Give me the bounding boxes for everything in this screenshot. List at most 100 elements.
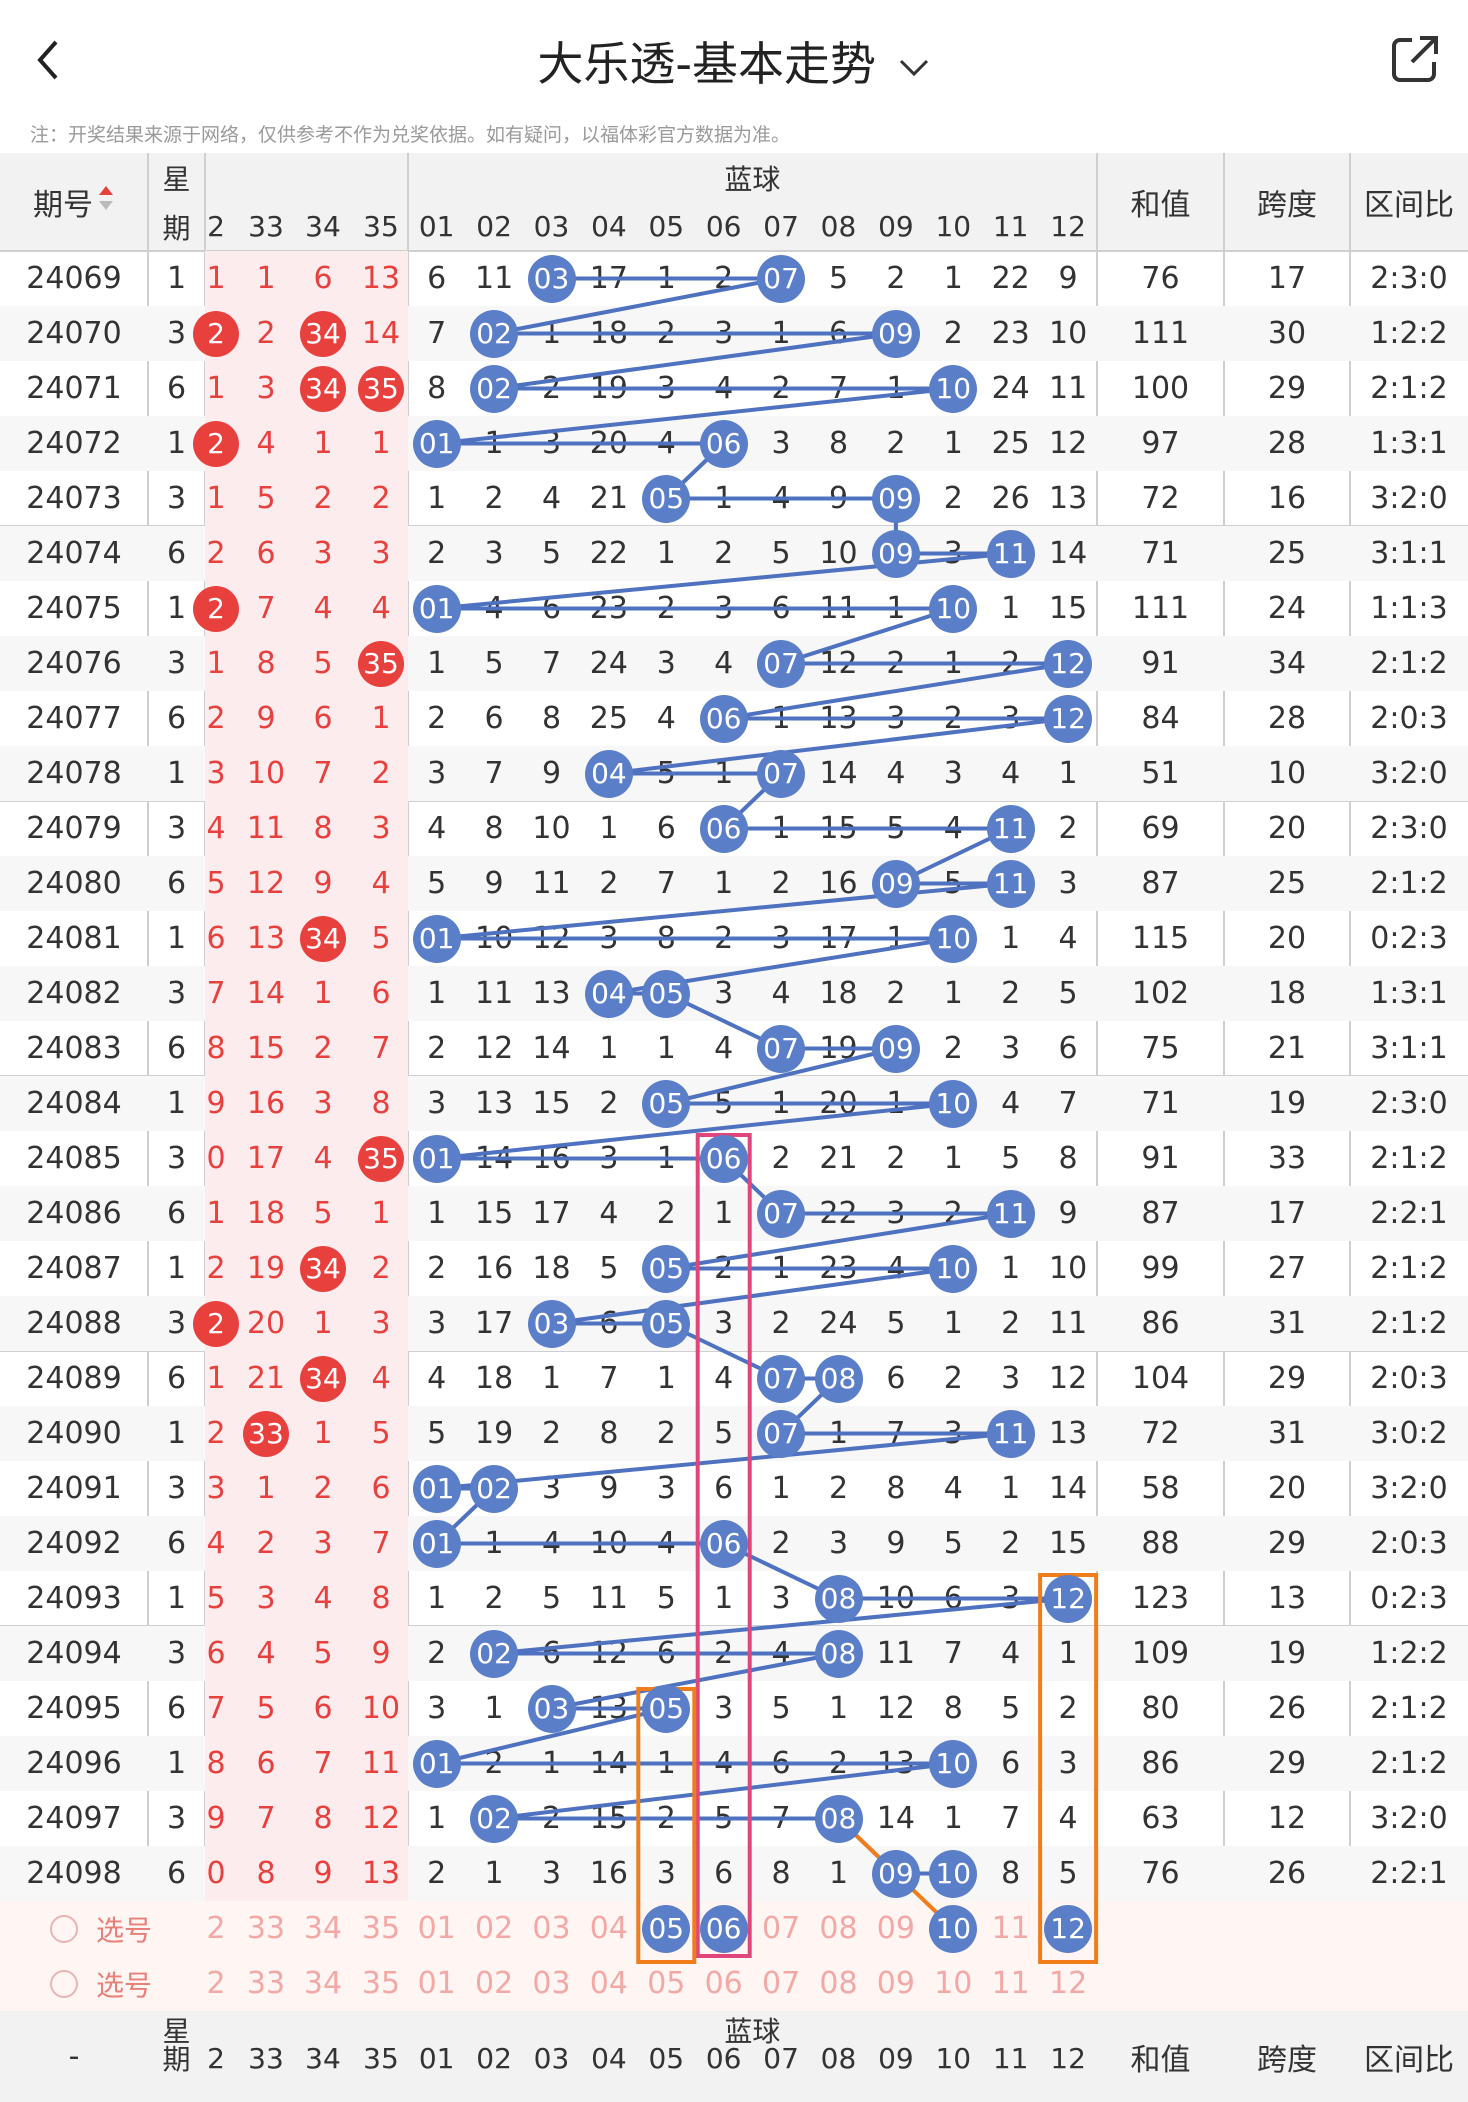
zone-ratio-cell: 2:2:1 xyxy=(1370,1856,1448,1891)
pick-blue-number[interactable]: 12 xyxy=(1049,1966,1088,2001)
pick-blue-number[interactable]: 10 xyxy=(934,1966,973,2001)
zone-ratio-cell: 2:0:3 xyxy=(1370,701,1448,736)
pick-front-number[interactable]: 33 xyxy=(246,1911,286,1946)
blue-miss-cell: 2 xyxy=(656,1196,676,1231)
back-button[interactable] xyxy=(28,28,72,92)
period-cell: 24086 xyxy=(26,1196,122,1231)
footer-week-top: 星 xyxy=(162,2014,191,2048)
period-cell: 24076 xyxy=(26,646,122,681)
sum-cell: 80 xyxy=(1141,1691,1180,1726)
pick-blue-number[interactable]: 11 xyxy=(991,1911,1030,1946)
blue-ball-hit: 05 xyxy=(642,969,691,1018)
pick-blue-number[interactable]: 01 xyxy=(417,1911,456,1946)
blue-miss-cell: 1 xyxy=(541,1746,562,1781)
zone-ratio-cell: 2:1:2 xyxy=(1370,1691,1448,1726)
span-cell: 12 xyxy=(1267,1801,1307,1836)
blue-col-header: 03 xyxy=(533,210,570,243)
span-cell: 17 xyxy=(1267,261,1307,296)
front-area-bg xyxy=(205,746,408,801)
blue-miss-cell: 4 xyxy=(714,646,734,681)
weekday-cell: 6 xyxy=(166,701,187,736)
blue-miss-cell: 3 xyxy=(427,756,447,791)
pick-blue-number[interactable]: 05 xyxy=(647,1966,686,2001)
blue-miss-cell: 2 xyxy=(886,976,906,1011)
pick-blue-number[interactable]: 06 xyxy=(704,1966,743,2001)
blue-miss-cell: 3 xyxy=(886,1196,906,1231)
pick-blue-number[interactable]: 07 xyxy=(762,1966,801,2001)
blue-miss-cell: 2 xyxy=(1001,1306,1021,1341)
front-miss-cell: 8 xyxy=(256,1856,276,1891)
blue-miss-cell: 1 xyxy=(484,1526,504,1561)
blue-miss-cell: 9 xyxy=(484,866,504,901)
page-title-dropdown[interactable]: 大乐透-基本走势 xyxy=(0,28,1468,94)
pick-blue-number[interactable]: 09 xyxy=(876,1911,915,1946)
pick-radio[interactable] xyxy=(50,1969,78,1998)
blue-miss-cell: 3 xyxy=(541,1471,562,1506)
blue-miss-cell: 1 xyxy=(656,1746,676,1781)
pick-front-number[interactable]: 34 xyxy=(303,1911,343,1946)
blue-miss-cell: 6 xyxy=(1001,1746,1021,1781)
pick-blue-number[interactable]: 09 xyxy=(876,1966,915,2001)
blue-miss-cell: 7 xyxy=(484,756,504,791)
blue-ball-hit: 03 xyxy=(527,1299,576,1348)
pick-radio[interactable] xyxy=(50,1914,78,1943)
blue-miss-cell: 6 xyxy=(656,811,676,846)
pick-blue-number[interactable]: 07 xyxy=(762,1911,801,1946)
weekday-cell: 6 xyxy=(166,1031,187,1066)
blue-miss-cell: 7 xyxy=(828,371,849,406)
sum-cell: 109 xyxy=(1131,1636,1190,1671)
blue-miss-cell: 5 xyxy=(771,536,791,571)
pick-blue-number[interactable]: 08 xyxy=(819,1966,858,2001)
sort-arrow-icon[interactable] xyxy=(97,183,115,221)
pick-blue-selected: 10 xyxy=(929,1904,978,1953)
span-cell: 13 xyxy=(1267,1581,1307,1616)
period-cell: 24073 xyxy=(26,481,122,516)
span-cell: 29 xyxy=(1267,1526,1307,1561)
pick-blue-number[interactable]: 03 xyxy=(532,1966,571,2001)
pick-blue-number[interactable]: 02 xyxy=(475,1966,514,2001)
blue-miss-cell: 6 xyxy=(1058,1031,1078,1066)
blue-ball-hit: 01 xyxy=(412,1134,461,1183)
period-cell: 24078 xyxy=(26,756,122,791)
pick-blue-number[interactable]: 11 xyxy=(991,1966,1030,2001)
weekday-cell: 6 xyxy=(166,536,187,571)
blue-miss-cell: 13 xyxy=(819,701,858,736)
pick-front-number[interactable]: 2 xyxy=(206,1911,226,1946)
pick-front-number[interactable]: 35 xyxy=(361,1966,401,2001)
pick-blue-selected: 05 xyxy=(642,1904,691,1953)
zone-ratio-cell: 2:1:2 xyxy=(1370,1746,1448,1781)
pick-front-number[interactable]: 35 xyxy=(361,1911,401,1946)
front-miss-cell: 6 xyxy=(206,921,226,956)
period-column-header[interactable]: 期号 xyxy=(0,153,148,251)
front-miss-cell: 5 xyxy=(371,1416,391,1451)
blue-miss-cell: 1 xyxy=(943,976,963,1011)
blue-ball-hit: 10 xyxy=(929,1244,978,1293)
weekday-cell: 3 xyxy=(166,316,187,351)
blue-miss-cell: 1 xyxy=(599,811,619,846)
weekday-cell: 6 xyxy=(166,1361,187,1396)
front-miss-cell: 7 xyxy=(206,1691,226,1726)
zone-ratio-cell: 1:1:3 xyxy=(1370,591,1448,626)
footer-blue-col: 05 xyxy=(648,2041,685,2075)
share-button[interactable] xyxy=(1386,28,1446,88)
pick-blue-number[interactable]: 04 xyxy=(589,1911,628,1946)
blue-ball-hit: 04 xyxy=(584,969,633,1018)
pick-front-number[interactable]: 34 xyxy=(303,1966,343,2001)
blue-ball-hit: 07 xyxy=(757,639,806,688)
pick-blue-number[interactable]: 08 xyxy=(819,1911,858,1946)
weekday-cell: 3 xyxy=(166,976,187,1011)
blue-miss-cell: 1 xyxy=(484,1691,504,1726)
pick-front-number[interactable]: 33 xyxy=(246,1966,286,2001)
weekday-cell: 3 xyxy=(166,646,187,681)
pick-blue-number[interactable]: 04 xyxy=(589,1966,628,2001)
blue-ball-hit: 06 xyxy=(699,694,748,743)
pick-blue-number[interactable]: 01 xyxy=(417,1966,456,2001)
pick-blue-number[interactable]: 03 xyxy=(532,1911,571,1946)
pick-blue-number[interactable]: 02 xyxy=(475,1911,514,1946)
front-miss-cell: 1 xyxy=(313,1306,333,1341)
front-area-bg xyxy=(205,1076,408,1131)
blue-col-header: 12 xyxy=(1050,210,1086,243)
span-cell: 26 xyxy=(1267,1691,1307,1726)
pick-label: 选号 xyxy=(95,1968,152,2002)
pick-front-number[interactable]: 2 xyxy=(206,1966,226,2001)
